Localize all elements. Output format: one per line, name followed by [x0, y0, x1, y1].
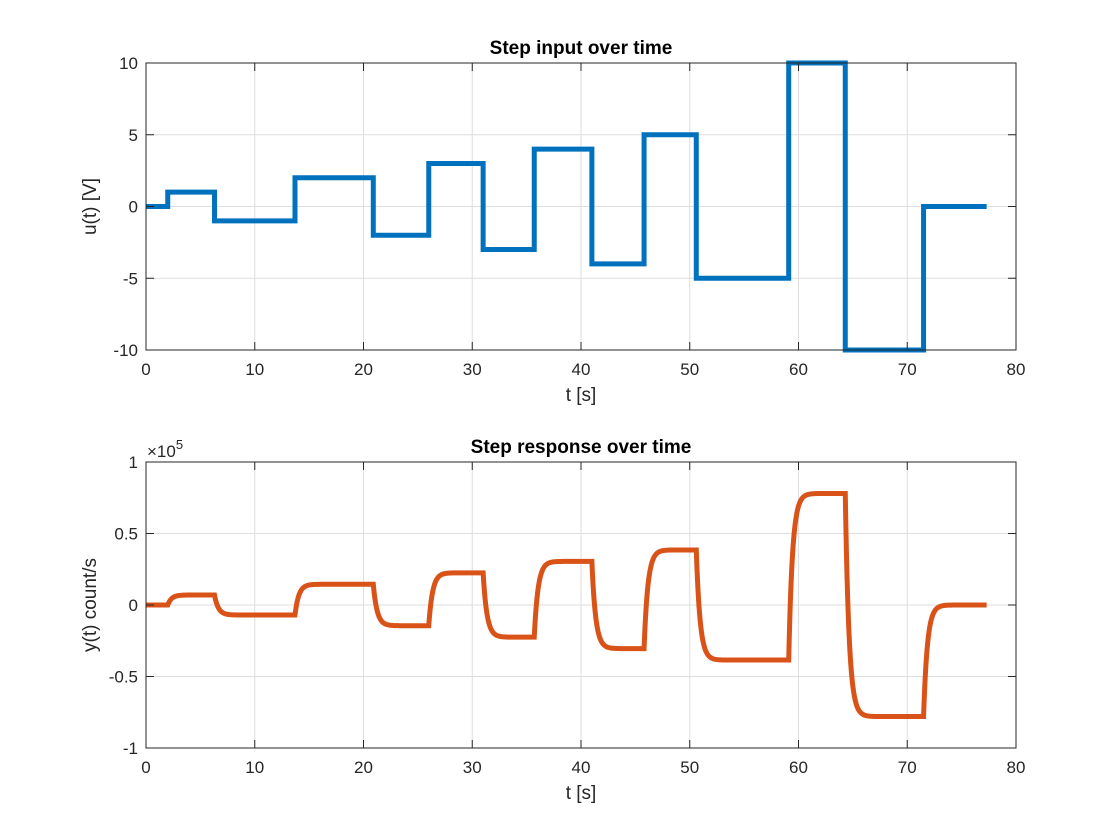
response-x-tick-label: 70 [898, 758, 917, 777]
response-x-tick-label: 0 [141, 758, 150, 777]
input-y-axis-label: u(t) [V] [80, 178, 101, 235]
input-x-axis-label: t [s] [566, 385, 597, 406]
input-x-tick-label: 20 [354, 360, 373, 379]
response-y-exponent-power: 5 [176, 437, 183, 452]
response-x-tick-label: 80 [1007, 758, 1026, 777]
input-y-tick-label: 0 [129, 198, 138, 217]
response-y-tick-label: 0.5 [114, 525, 138, 544]
response-y-exponent: ×105 [147, 437, 183, 461]
response-x-tick-label: 40 [572, 758, 591, 777]
input-grid [146, 63, 1016, 350]
response-x-tick-label: 60 [789, 758, 808, 777]
input-x-tick-label: 0 [141, 360, 150, 379]
input-y-tick-label: -10 [113, 341, 138, 360]
input-x-tick-label: 60 [789, 360, 808, 379]
input-x-tick-label: 10 [245, 360, 264, 379]
response-y-tick-label: -0.5 [109, 668, 138, 687]
input-x-tick-label: 50 [680, 360, 699, 379]
response-x-axis-label: t [s] [566, 783, 597, 804]
response-y-tick-label: -1 [123, 739, 138, 758]
response-y-tick-label: 0 [129, 596, 138, 615]
input-x-tick-label: 30 [463, 360, 482, 379]
response-axes: 0 10 20 30 40 50 60 70 80 -1 -0.5 0 0.5 1 Step respon… [80, 437, 1025, 804]
input-x-tick-label: 40 [572, 360, 591, 379]
input-axes: 0 10 20 30 40 50 60 70 80 -10 -5 0 5 10 Step input ov… [80, 38, 1025, 406]
response-y-axis-label: y(t) count/s [80, 558, 101, 652]
input-ticks: 0 10 20 30 40 50 60 70 80 -10 -5 0 5 10 [113, 54, 1025, 379]
response-y-tick-label: 1 [129, 453, 138, 472]
response-y-exponent-base: ×10 [147, 442, 176, 461]
input-chart-title: Step input over time [490, 38, 673, 59]
response-grid [146, 462, 1016, 748]
input-x-tick-label: 70 [898, 360, 917, 379]
response-x-tick-label: 10 [245, 758, 264, 777]
input-y-tick-label: -5 [123, 269, 138, 288]
response-series [146, 490, 987, 720]
response-ticks: 0 10 20 30 40 50 60 70 80 -1 -0.5 0 0.5 1 [109, 453, 1026, 777]
input-x-tick-label: 80 [1007, 360, 1026, 379]
input-y-tick-label: 10 [119, 54, 138, 73]
response-series-line [146, 490, 987, 720]
response-x-tick-label: 30 [463, 758, 482, 777]
response-chart-title: Step response over time [471, 437, 692, 458]
response-x-tick-label: 20 [354, 758, 373, 777]
response-x-tick-label: 50 [680, 758, 699, 777]
input-y-tick-label: 5 [129, 126, 138, 145]
